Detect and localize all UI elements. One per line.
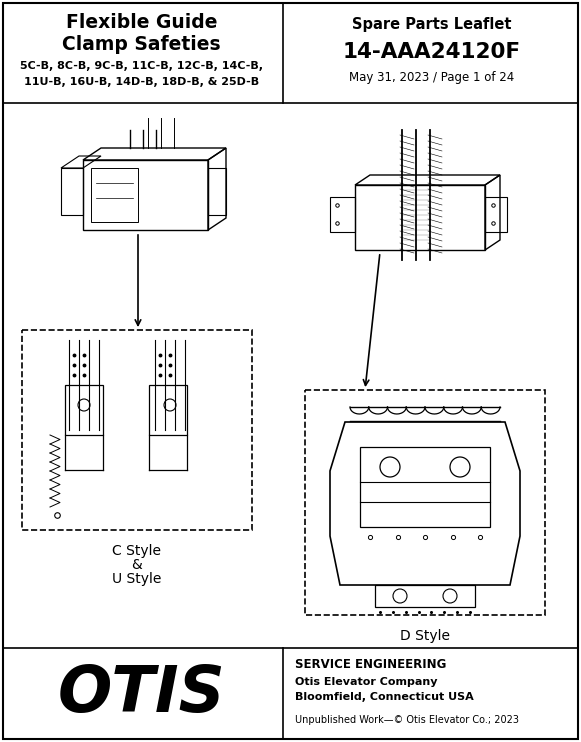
Text: OTIS: OTIS [58,663,225,725]
Text: 5C-B, 8C-B, 9C-B, 11C-B, 12C-B, 14C-B,: 5C-B, 8C-B, 9C-B, 11C-B, 12C-B, 14C-B, [20,61,263,71]
Text: U Style: U Style [112,572,162,586]
Text: 14-AAA24120F: 14-AAA24120F [343,42,521,62]
Bar [375,585,475,607]
Text: Otis Elevator Company: Otis Elevator Company [295,677,437,687]
Text: 11U-B, 16U-B, 14D-B, 18D-B, & 25D-B: 11U-B, 16U-B, 14D-B, 18D-B, & 25D-B [24,77,259,87]
Text: C Style: C Style [113,544,162,558]
Text: Unpublished Work—© Otis Elevator Co.; 2023: Unpublished Work—© Otis Elevator Co.; 20… [295,715,519,725]
Bar [22,330,252,530]
Bar [355,185,485,250]
Bar [83,160,208,230]
Text: Bloomfield, Connecticut USA: Bloomfield, Connecticut USA [295,692,474,702]
Bar [305,390,545,615]
Bar [149,385,187,435]
Bar [485,197,507,232]
Bar [330,197,355,232]
Text: Spare Parts Leaflet: Spare Parts Leaflet [352,16,512,31]
Text: Clamp Safeties: Clamp Safeties [62,34,221,53]
Text: SERVICE ENGINEERING: SERVICE ENGINEERING [295,658,446,672]
Bar [61,168,83,215]
Text: May 31, 2023 / Page 1 of 24: May 31, 2023 / Page 1 of 24 [349,71,515,85]
Bar [91,168,138,222]
Text: Flexible Guide: Flexible Guide [66,13,217,31]
Text: D Style: D Style [400,629,450,643]
Text: &: & [132,558,142,572]
Bar [65,385,103,435]
Bar [208,168,226,215]
Bar [360,447,490,527]
